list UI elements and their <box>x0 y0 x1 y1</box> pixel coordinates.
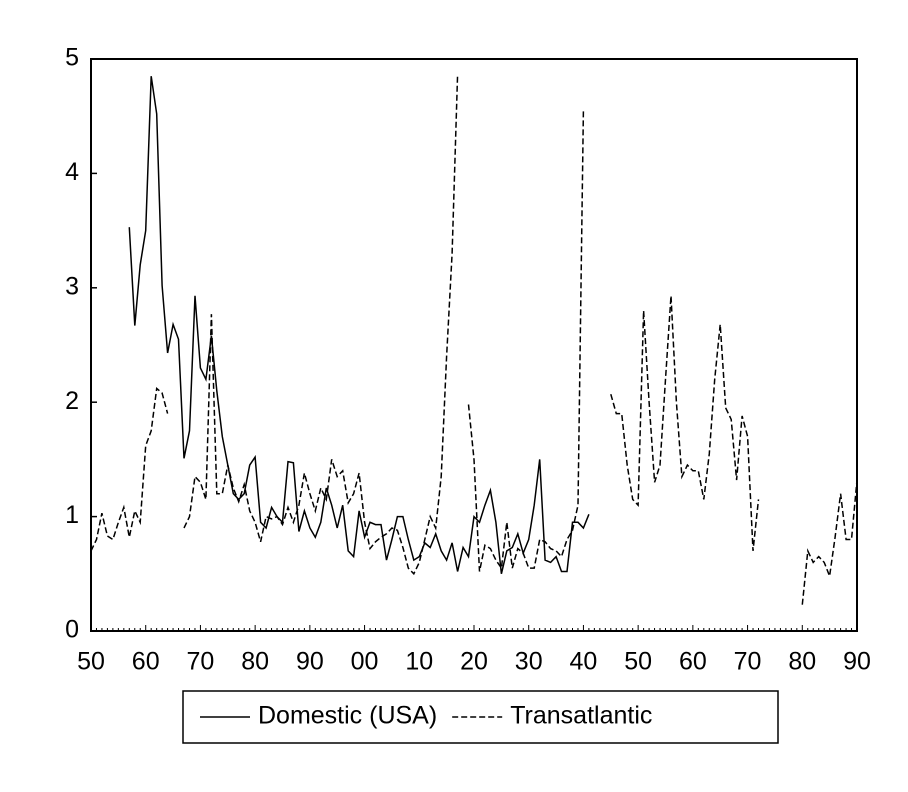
x-tick-label: 60 <box>132 648 160 676</box>
y-tick-label: 1 <box>65 501 79 529</box>
legend-box <box>182 690 779 744</box>
y-tick-label: 4 <box>65 158 79 186</box>
y-tick-label: 2 <box>65 387 79 415</box>
x-tick-label: 20 <box>460 648 488 676</box>
x-tick-label: 50 <box>624 648 652 676</box>
x-tick-label: 90 <box>843 648 871 676</box>
series-line <box>128 76 590 574</box>
x-tick-label: 80 <box>788 648 816 676</box>
y-tick-label: 0 <box>65 616 79 644</box>
x-tick-label: 10 <box>405 648 433 676</box>
x-tick-label: 30 <box>515 648 543 676</box>
x-tick-label: 50 <box>77 648 105 676</box>
x-tick-label: 80 <box>241 648 269 676</box>
x-tick-label: 90 <box>296 648 324 676</box>
y-tick-label: 3 <box>65 272 79 300</box>
y-tick-label: 5 <box>65 44 79 72</box>
legend-label: Transatlantic <box>510 702 652 730</box>
plot-frame <box>90 58 858 632</box>
x-tick-label: 70 <box>734 648 762 676</box>
x-tick-label: 00 <box>351 648 379 676</box>
series-line <box>90 73 858 605</box>
x-tick-label: 70 <box>187 648 215 676</box>
x-tick-label: 40 <box>570 648 598 676</box>
legend-label: Domestic (USA) <box>258 702 437 730</box>
x-tick-label: 60 <box>679 648 707 676</box>
